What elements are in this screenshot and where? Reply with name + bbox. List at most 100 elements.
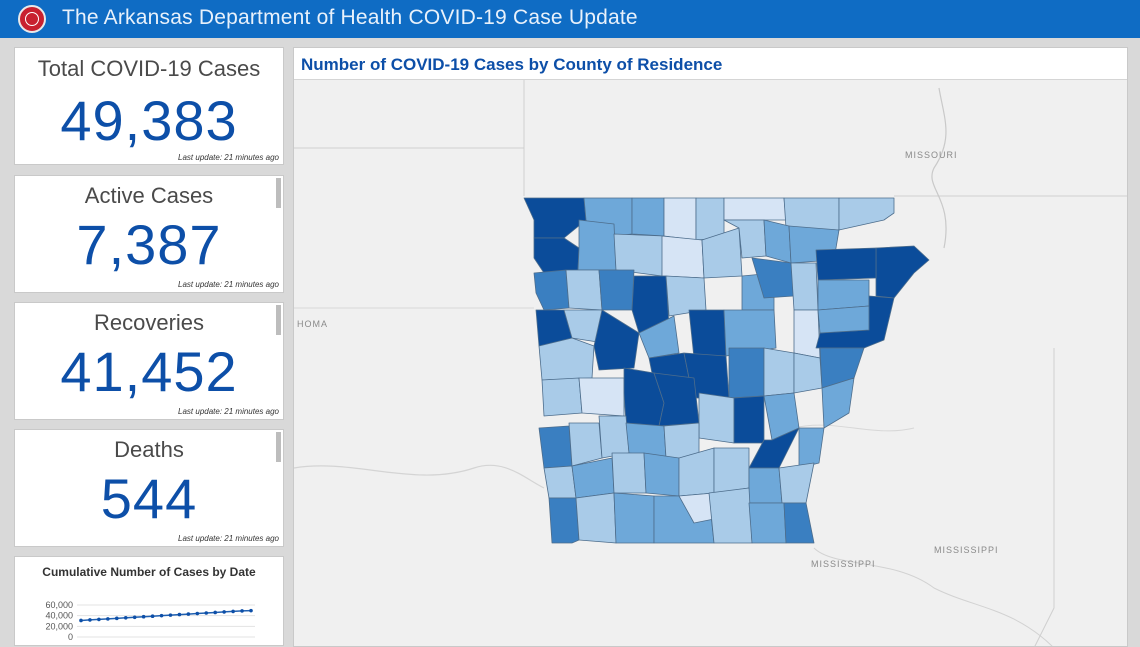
data-point[interactable] — [204, 611, 209, 615]
recoveries-value: 41,452 — [60, 340, 238, 403]
deaths-updated: Last update: 21 minutes ago — [178, 534, 279, 543]
county-cross[interactable] — [793, 309, 821, 359]
data-point[interactable] — [114, 616, 119, 621]
mississippi-label-2: MISSISSIPPI — [811, 559, 876, 569]
page-title: The Arkansas Department of Health COVID-… — [62, 6, 638, 29]
cumulative-chart-panel: Cumulative Number of Cases by Date 60,00… — [14, 556, 284, 646]
total-cases-value: 49,383 — [60, 89, 238, 152]
deaths-label: Deaths — [114, 437, 184, 462]
county-baxter[interactable] — [695, 197, 725, 241]
county-nevada[interactable] — [611, 452, 647, 494]
county-chicot[interactable] — [778, 462, 815, 504]
county-bradley[interactable] — [708, 487, 753, 544]
county-miller[interactable] — [548, 497, 580, 544]
data-point[interactable] — [249, 608, 253, 613]
data-point[interactable] — [150, 614, 155, 618]
county-prairie[interactable] — [763, 347, 795, 397]
data-point[interactable] — [195, 611, 200, 616]
county-scott[interactable] — [538, 337, 595, 381]
county-chicot-south[interactable] — [783, 502, 815, 544]
county-madison[interactable] — [577, 219, 617, 271]
county-benton[interactable] — [523, 197, 587, 239]
mississippi-label-1: MISSISSIPPI — [934, 545, 999, 555]
app-header: The Arkansas Department of Health COVID-… — [0, 0, 1140, 38]
county-boone[interactable] — [631, 197, 665, 237]
data-point[interactable] — [177, 612, 182, 617]
county-clay[interactable] — [838, 197, 895, 231]
data-point[interactable] — [79, 618, 83, 623]
county-conway[interactable] — [638, 315, 680, 359]
county-marion[interactable] — [663, 197, 697, 241]
data-point[interactable] — [159, 613, 164, 618]
county-lonoke[interactable] — [728, 347, 765, 399]
county-crawford[interactable] — [533, 269, 570, 311]
county-chicot-north[interactable] — [798, 427, 825, 469]
county-randolph[interactable] — [783, 197, 840, 231]
active-cases-updated: Last update: 21 minutes ago — [178, 280, 279, 289]
data-point[interactable] — [186, 612, 191, 616]
data-point[interactable] — [240, 609, 244, 613]
arkansas-choropleth[interactable] — [294, 48, 1128, 647]
county-jackson[interactable] — [790, 262, 819, 311]
data-point[interactable] — [88, 618, 92, 622]
active-panel-scrollbar[interactable] — [276, 178, 281, 208]
county-yell[interactable] — [593, 309, 640, 371]
data-point[interactable] — [222, 610, 226, 614]
county-ouachita[interactable] — [643, 452, 680, 497]
county-searcy[interactable] — [661, 235, 705, 279]
missouri-label: MISSOURI — [905, 150, 958, 160]
county-sharp[interactable] — [723, 219, 767, 259]
deaths-panel-scrollbar[interactable] — [276, 432, 281, 462]
data-point[interactable] — [168, 613, 173, 617]
recoveries-updated: Last update: 21 minutes ago — [178, 407, 279, 416]
recoveries-label: Recoveries — [93, 310, 205, 335]
county-johnson[interactable] — [598, 269, 635, 311]
county-sevier[interactable] — [538, 425, 573, 469]
county-montgomery[interactable] — [578, 377, 625, 417]
county-monroe[interactable] — [793, 352, 823, 394]
county-columbia[interactable] — [613, 492, 655, 544]
y-tick-label: 60,000 — [45, 600, 73, 610]
data-point[interactable] — [132, 615, 137, 620]
y-tick-label: 0 — [68, 632, 73, 642]
county-poinsett[interactable] — [817, 279, 870, 311]
data-point[interactable] — [231, 609, 235, 614]
county-faulkner[interactable] — [688, 309, 727, 359]
county-little-river[interactable] — [543, 465, 577, 499]
y-tick-label: 20,000 — [45, 621, 73, 631]
county-jefferson[interactable] — [698, 392, 735, 444]
data-point[interactable] — [123, 616, 128, 620]
county-cleveland[interactable] — [713, 447, 750, 494]
data-point[interactable] — [106, 617, 110, 621]
y-tick-label: 40,000 — [45, 611, 73, 621]
cumulative-chart-title: Cumulative Number of Cases by Date — [42, 565, 256, 579]
county-lawrence[interactable] — [763, 219, 792, 264]
county-mississippi[interactable] — [875, 245, 930, 299]
county-desha[interactable] — [748, 427, 800, 469]
map-title: Number of COVID-19 Cases by County of Re… — [301, 55, 723, 74]
active-cases-label: Active Cases — [84, 183, 214, 208]
county-lincoln[interactable] — [733, 395, 765, 444]
county-white[interactable] — [723, 309, 777, 357]
county-grant[interactable] — [663, 422, 700, 459]
data-point[interactable] — [213, 610, 218, 615]
county-fulton[interactable] — [723, 197, 787, 221]
county-franklin[interactable] — [565, 269, 603, 311]
county-pike[interactable] — [598, 415, 630, 459]
county-phillips[interactable] — [821, 377, 855, 429]
county-craighead[interactable] — [815, 247, 877, 281]
county-st-francis[interactable] — [817, 305, 870, 334]
county-drew[interactable] — [748, 467, 783, 504]
county-ashley[interactable] — [748, 502, 787, 544]
data-point[interactable] — [141, 614, 146, 619]
deaths-value: 544 — [100, 467, 198, 530]
data-point[interactable] — [97, 617, 101, 622]
county-lafayette[interactable] — [575, 492, 617, 544]
county-polk[interactable] — [541, 377, 583, 417]
county-howard[interactable] — [568, 422, 603, 467]
recoveries-panel-scrollbar[interactable] — [276, 305, 281, 335]
total-cases-panel: Total COVID-19 Cases 49,383 Last update:… — [14, 47, 284, 165]
recoveries-panel: Recoveries 41,452 Last update: 21 minute… — [14, 302, 284, 420]
county-washington[interactable] — [533, 237, 580, 274]
